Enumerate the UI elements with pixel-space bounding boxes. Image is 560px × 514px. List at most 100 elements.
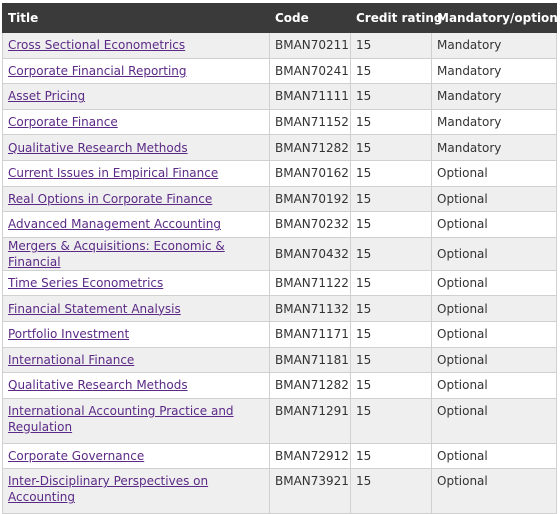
course-title-link[interactable]: International Finance — [8, 352, 135, 367]
table-row: Corporate Finance BMAN71152 15 Mandatory — [2, 108, 557, 136]
header-title: Title — [2, 3, 270, 33]
cell-title: Asset Pricing — [2, 83, 270, 110]
cell-title: Real Options in Corporate Finance — [2, 185, 270, 213]
cell-credit-rating: 15 — [350, 236, 432, 271]
cell-mandatory-optional: Optional — [431, 468, 557, 514]
cell-mandatory-optional: Optional — [431, 269, 557, 297]
cell-mandatory-optional: Optional — [431, 320, 557, 348]
course-title-link[interactable]: Current Issues in Empirical Finance — [8, 166, 219, 181]
cell-title: Financial Statement Analysis — [2, 295, 270, 322]
cell-credit-rating: 15 — [350, 295, 432, 322]
header-credit-rating: Credit rating — [350, 3, 442, 33]
cell-mandatory-optional: Optional — [431, 372, 557, 399]
cell-title: International Accounting Practice and Re… — [2, 397, 270, 444]
cell-mandatory-optional: Optional — [431, 159, 557, 187]
course-title-link[interactable]: Qualitative Research Methods — [8, 140, 188, 155]
cell-title: Corporate Financial Reporting — [2, 57, 270, 85]
cell-credit-rating: 15 — [350, 185, 432, 213]
table-row: Corporate Governance BMAN72912 15 Optional — [2, 442, 557, 470]
table-row: Advanced Management Accounting BMAN70232 1… — [2, 211, 557, 238]
cell-code: BMAN71171 — [269, 320, 351, 348]
cell-credit-rating: 15 — [350, 269, 432, 297]
cell-title: Qualitative Research Methods — [2, 134, 270, 161]
cell-mandatory-optional: Optional — [431, 442, 557, 470]
course-title-link[interactable]: International Accounting Practice and Re… — [8, 403, 234, 434]
cell-code: BMAN70192 — [269, 185, 351, 213]
cell-code: BMAN71111 — [269, 83, 351, 110]
table-body: Cross Sectional Econometrics BMAN70211 15 M… — [2, 32, 557, 514]
course-title-link[interactable]: Advanced Management Accounting — [8, 217, 221, 232]
table-row: Qualitative Research Methods BMAN71282 15 M… — [2, 134, 557, 161]
cell-title: Cross Sectional Econometrics — [2, 32, 270, 59]
cell-mandatory-optional: Optional — [431, 211, 557, 238]
cell-title: Mergers & Acquisitions: Economic & Finan… — [2, 236, 270, 271]
table-row: Mergers & Acquisitions: Economic & Finan… — [2, 236, 557, 271]
cell-mandatory-optional: Optional — [431, 346, 557, 374]
cell-mandatory-optional: Optional — [431, 236, 557, 271]
cell-code: BMAN70232 — [269, 211, 351, 238]
cell-title: Time Series Econometrics — [2, 269, 270, 297]
cell-code: BMAN71152 — [269, 108, 351, 136]
cell-mandatory-optional: Mandatory — [431, 32, 557, 59]
cell-title: Current Issues in Empirical Finance — [2, 159, 270, 187]
cell-credit-rating: 15 — [350, 108, 432, 136]
header-row: Title Code Credit rating Mandatory/optio… — [2, 3, 560, 33]
cell-title: Advanced Management Accounting — [2, 211, 270, 238]
course-units-table-wrapper: Title Code Credit rating Mandatory/optio… — [2, 3, 560, 514]
course-title-link[interactable]: Asset Pricing — [8, 89, 86, 104]
cell-credit-rating: 15 — [350, 320, 432, 348]
cell-mandatory-optional: Optional — [431, 397, 557, 444]
table-row: Qualitative Research Methods BMAN71282 15 O… — [2, 372, 557, 399]
cell-mandatory-optional: Mandatory — [431, 83, 557, 110]
cell-title: Corporate Finance — [2, 108, 270, 136]
table-row: Asset Pricing BMAN71111 15 Mandatory — [2, 83, 557, 110]
cell-code: BMAN70162 — [269, 159, 351, 187]
table-row: Current Issues in Empirical Finance BMAN7… — [2, 159, 557, 187]
cell-title: International Finance — [2, 346, 270, 374]
cell-code: BMAN70241 — [269, 57, 351, 85]
table-row: Inter-Disciplinary Perspectives on Accou… — [2, 468, 557, 514]
course-title-link[interactable]: Portfolio Investment — [8, 327, 130, 342]
cell-title: Inter-Disciplinary Perspectives on Accou… — [2, 468, 270, 514]
cell-credit-rating: 15 — [350, 134, 432, 161]
course-units-table: Title Code Credit rating Mandatory/optio… — [2, 3, 560, 514]
cell-code: BMAN71132 — [269, 295, 351, 322]
cell-code: BMAN71282 — [269, 134, 351, 161]
table-row: International Accounting Practice and Re… — [2, 397, 557, 444]
table-row: Cross Sectional Econometrics BMAN70211 15 M… — [2, 32, 557, 59]
cell-code: BMAN71291 — [269, 397, 351, 444]
course-title-link[interactable]: Qualitative Research Methods — [8, 378, 188, 393]
course-title-link[interactable]: Inter-Disciplinary Perspectives on Accou… — [8, 474, 209, 505]
course-title-link[interactable]: Corporate Financial Reporting — [8, 63, 187, 78]
cell-credit-rating: 15 — [350, 442, 432, 470]
cell-title: Corporate Governance — [2, 442, 270, 470]
cell-mandatory-optional: Mandatory — [431, 134, 557, 161]
course-title-link[interactable]: Corporate Governance — [8, 449, 145, 464]
cell-mandatory-optional: Optional — [431, 295, 557, 322]
cell-mandatory-optional: Optional — [431, 185, 557, 213]
table-row: Time Series Econometrics BMAN71122 15 Optio… — [2, 269, 557, 297]
cell-title: Portfolio Investment — [2, 320, 270, 348]
cell-title: Qualitative Research Methods — [2, 372, 270, 399]
cell-mandatory-optional: Mandatory — [431, 108, 557, 136]
course-title-link[interactable]: Corporate Finance — [8, 115, 118, 130]
table-row: Corporate Financial Reporting BMAN70241 15… — [2, 57, 557, 85]
course-title-link[interactable]: Mergers & Acquisitions: Economic & Finan… — [8, 238, 225, 269]
cell-code: BMAN70432 — [269, 236, 351, 271]
table-header: Title Code Credit rating Mandatory/optio… — [2, 3, 560, 33]
course-title-link[interactable]: Financial Statement Analysis — [8, 301, 181, 316]
cell-credit-rating: 15 — [350, 372, 432, 399]
header-code: Code — [269, 3, 351, 33]
course-title-link[interactable]: Time Series Econometrics — [8, 276, 164, 291]
cell-credit-rating: 15 — [350, 159, 432, 187]
table-row: Financial Statement Analysis BMAN71132 15 O… — [2, 295, 557, 322]
table-row: International Finance BMAN71181 15 Optional — [2, 346, 557, 374]
table-row: Real Options in Corporate Finance BMAN701… — [2, 185, 557, 213]
course-title-link[interactable]: Cross Sectional Econometrics — [8, 38, 186, 53]
cell-credit-rating: 15 — [350, 397, 432, 444]
cell-credit-rating: 15 — [350, 57, 432, 85]
header-mandatory-optional: Mandatory/optional — [431, 3, 560, 33]
cell-mandatory-optional: Mandatory — [431, 57, 557, 85]
cell-code: BMAN73921 — [269, 468, 351, 514]
course-title-link[interactable]: Real Options in Corporate Finance — [8, 191, 213, 206]
